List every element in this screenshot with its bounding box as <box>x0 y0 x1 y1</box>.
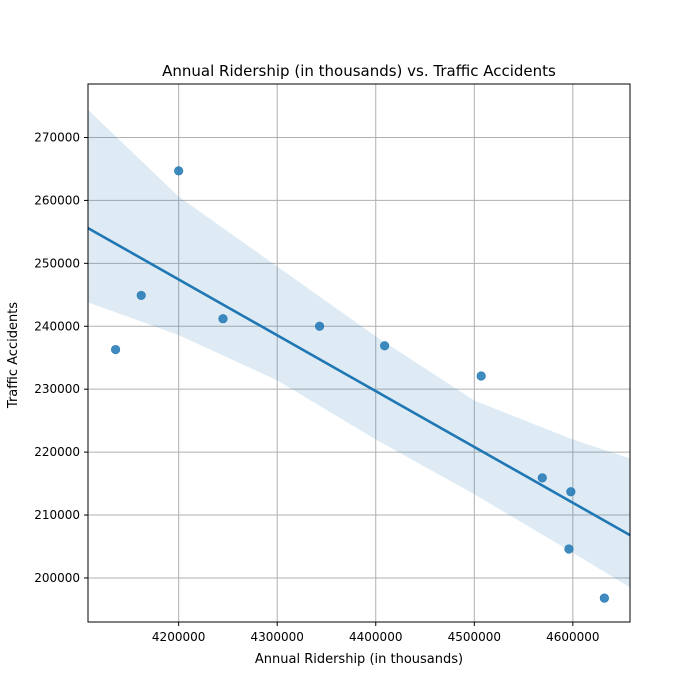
data-point <box>537 473 547 483</box>
y-tick-label: 210000 <box>34 508 80 522</box>
x-tick-label: 4300000 <box>250 630 303 644</box>
grid <box>88 84 630 622</box>
y-tick-label: 230000 <box>34 382 80 396</box>
regression-line <box>87 226 631 537</box>
y-tick-label: 250000 <box>34 256 80 270</box>
data-point <box>564 544 574 554</box>
data-points-group <box>110 166 609 603</box>
data-point <box>110 344 121 355</box>
regression-line-group <box>87 226 631 537</box>
data-point <box>314 321 325 331</box>
chart-title: Annual Ridership (in thousands) vs. Traf… <box>162 62 556 80</box>
data-point <box>380 341 390 351</box>
y-tick-label: 260000 <box>34 193 80 207</box>
data-point <box>136 290 146 301</box>
x-axis-label: Annual Ridership (in thousands) <box>255 652 463 667</box>
y-tick-label: 240000 <box>34 319 80 333</box>
data-point <box>174 166 184 176</box>
x-tick-label: 4400000 <box>349 630 402 644</box>
axis-ticks: 4200000 4300000 4400000 4500000 4600000 20000… <box>34 130 599 644</box>
y-tick-label: 270000 <box>34 130 80 144</box>
y-axis-label: Traffic Accidents <box>6 302 21 409</box>
plot-area-frame <box>87 83 631 623</box>
data-point <box>218 314 228 324</box>
x-tick-label: 4500000 <box>448 630 501 644</box>
y-tick-label: 220000 <box>34 445 80 459</box>
data-point <box>599 593 609 603</box>
data-point <box>476 371 486 381</box>
y-tick-label: 200000 <box>34 571 80 585</box>
x-tick-label: 4200000 <box>152 630 205 644</box>
confidence-band-group <box>88 109 630 588</box>
data-point <box>566 487 576 497</box>
confidence-band <box>88 109 630 588</box>
x-tick-label: 4600000 <box>546 630 599 644</box>
